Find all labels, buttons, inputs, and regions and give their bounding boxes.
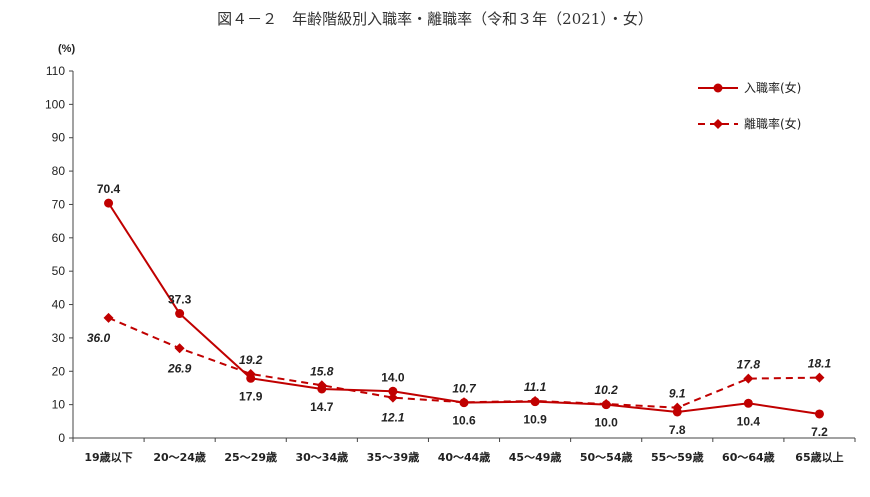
separation-rate-label: 36.0 bbox=[87, 331, 111, 345]
x-tick-label: 55～59歳 bbox=[651, 450, 704, 464]
separation-rate-point bbox=[174, 343, 185, 354]
separation-rate-point bbox=[743, 373, 754, 384]
x-tick-label: 19歳以下 bbox=[84, 450, 132, 464]
hiring-rate-point bbox=[175, 309, 185, 319]
hiring-rate-point bbox=[530, 397, 540, 407]
legend-marker-hiring-rate bbox=[713, 83, 723, 93]
x-tick-label: 45～49歳 bbox=[509, 450, 562, 464]
separation-rate-point bbox=[387, 392, 398, 403]
x-tick-label: 60～64歳 bbox=[722, 450, 775, 464]
hiring-rate-label: 37.3 bbox=[168, 293, 192, 307]
separation-rate-label: 10.2 bbox=[595, 383, 619, 397]
separation-rate-label: 18.1 bbox=[808, 357, 832, 371]
hiring-rate-label: 7.8 bbox=[669, 423, 686, 437]
separation-rate-point bbox=[814, 372, 825, 383]
separation-rate-label: 17.8 bbox=[737, 358, 761, 372]
y-tick-label: 100 bbox=[45, 97, 65, 111]
legend-label-hiring-rate: 入職率(女) bbox=[744, 80, 801, 95]
hiring-rate-point bbox=[246, 373, 256, 383]
separation-rate-label: 19.2 bbox=[239, 353, 263, 367]
y-tick-label: 0 bbox=[58, 431, 65, 445]
legend-label-separation-rate: 離職率(女) bbox=[744, 116, 801, 131]
legend-marker-separation-rate bbox=[713, 119, 723, 129]
separation-rate-label: 15.8 bbox=[310, 364, 334, 378]
x-tick-label: 30～34歳 bbox=[296, 450, 349, 464]
hiring-rate-label: 10.4 bbox=[737, 414, 761, 428]
x-tick-label: 40～44歳 bbox=[438, 450, 491, 464]
hiring-rate-label: 10.0 bbox=[595, 416, 619, 430]
hiring-rate-label: 10.9 bbox=[523, 413, 547, 427]
hiring-rate-point bbox=[672, 407, 682, 417]
hiring-rate-point bbox=[317, 384, 327, 394]
chart-title: 図４－２ 年齢階級別入職率・離職率（令和３年（2021）・女） bbox=[217, 10, 653, 28]
separation-rate-label: 11.1 bbox=[524, 380, 547, 394]
hiring-rate-point bbox=[743, 398, 753, 408]
y-tick-label: 50 bbox=[52, 264, 66, 278]
y-tick-label: 30 bbox=[52, 331, 66, 345]
separation-rate-label: 12.1 bbox=[381, 411, 405, 425]
x-tick-label: 35～39歳 bbox=[367, 450, 420, 464]
hiring-rate-label: 10.6 bbox=[452, 414, 476, 428]
hiring-rate-label: 14.7 bbox=[310, 400, 334, 414]
y-tick-label: 60 bbox=[52, 231, 66, 245]
y-axis-unit-label: (%) bbox=[58, 43, 75, 55]
hiring-rate-point bbox=[814, 409, 824, 419]
separation-rate-label: 26.9 bbox=[167, 361, 192, 375]
x-tick-label: 20～24歳 bbox=[153, 450, 206, 464]
hiring-rate-point bbox=[601, 400, 611, 410]
y-tick-label: 80 bbox=[52, 164, 66, 178]
hiring-rate-label: 17.9 bbox=[239, 389, 263, 403]
separation-rate-point bbox=[103, 312, 114, 323]
y-tick-label: 10 bbox=[52, 398, 66, 412]
separation-rate-label: 10.7 bbox=[452, 381, 477, 395]
separation-rate-label: 9.1 bbox=[669, 387, 686, 401]
x-tick-label: 50～54歳 bbox=[580, 450, 633, 464]
hiring-rate-label: 14.0 bbox=[381, 370, 405, 384]
y-tick-label: 110 bbox=[46, 64, 65, 78]
hiring-rate-point bbox=[388, 386, 398, 396]
x-tick-label: 25～29歳 bbox=[224, 450, 277, 464]
y-tick-label: 90 bbox=[52, 131, 66, 145]
y-tick-label: 40 bbox=[52, 298, 66, 312]
y-tick-label: 70 bbox=[52, 197, 66, 211]
x-tick-label: 65歳以上 bbox=[795, 450, 843, 464]
hiring-rate-point bbox=[459, 398, 469, 408]
hiring-rate-label: 70.4 bbox=[97, 182, 121, 196]
hiring-rate-point bbox=[104, 198, 114, 208]
hiring-rate-label: 7.2 bbox=[811, 425, 828, 439]
y-tick-label: 20 bbox=[52, 364, 66, 378]
